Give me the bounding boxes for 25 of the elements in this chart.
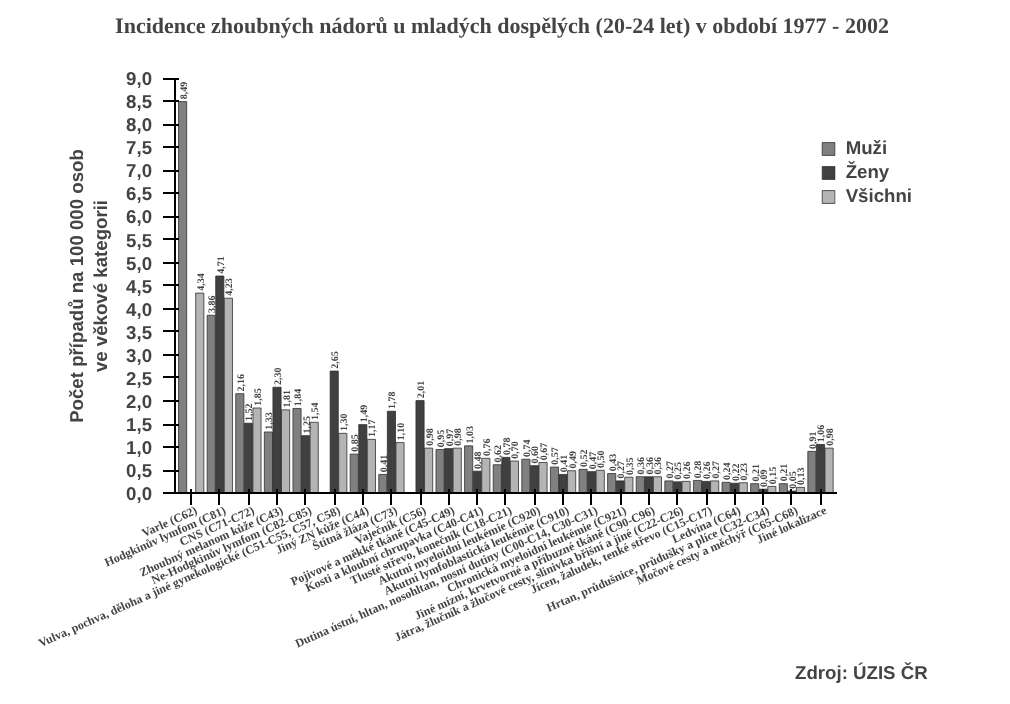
- y-tick-label: 0,5: [126, 461, 153, 482]
- y-tick-label: 3,0: [126, 345, 153, 366]
- legend-label: Muži: [845, 138, 888, 158]
- y-tick-label: 8,0: [126, 115, 153, 136]
- y-tick-label: 3,5: [126, 322, 153, 343]
- y-tick-label: 8,5: [126, 92, 153, 113]
- y-tick-label: 0,0: [126, 484, 153, 505]
- y-tick-label: 6,5: [126, 184, 153, 205]
- chart-title: Incidence zhoubných nádorů u mladých dospělých (20-24 let) v období 1977 - 2002: [115, 15, 890, 39]
- y-tick-label: 1,0: [126, 438, 153, 459]
- legend-label: Všichni: [845, 186, 912, 206]
- y-tick-label: 9,0: [126, 69, 153, 90]
- y-tick-label: 2,5: [126, 369, 153, 389]
- y-tick-label: 2,0: [126, 392, 153, 413]
- y-tick-label: 1,5: [126, 415, 153, 436]
- y-tick-label: 6,0: [126, 207, 153, 228]
- legend-label: Ženy: [845, 162, 890, 182]
- y-tick-label: 5,5: [126, 230, 153, 251]
- y-tick-label: 4,5: [126, 276, 153, 297]
- text: Zdroj: ÚZIS ČR: [795, 661, 929, 684]
- y-tick-label: 7,0: [126, 161, 153, 182]
- y-tick-label: 5,0: [126, 253, 153, 274]
- y-tick-label: 4,0: [126, 299, 153, 320]
- y-tick-label: 7,5: [126, 138, 153, 159]
- y-axis-title: Počet případů na 100 000 osob ve věkové kategorii: [67, 148, 112, 423]
